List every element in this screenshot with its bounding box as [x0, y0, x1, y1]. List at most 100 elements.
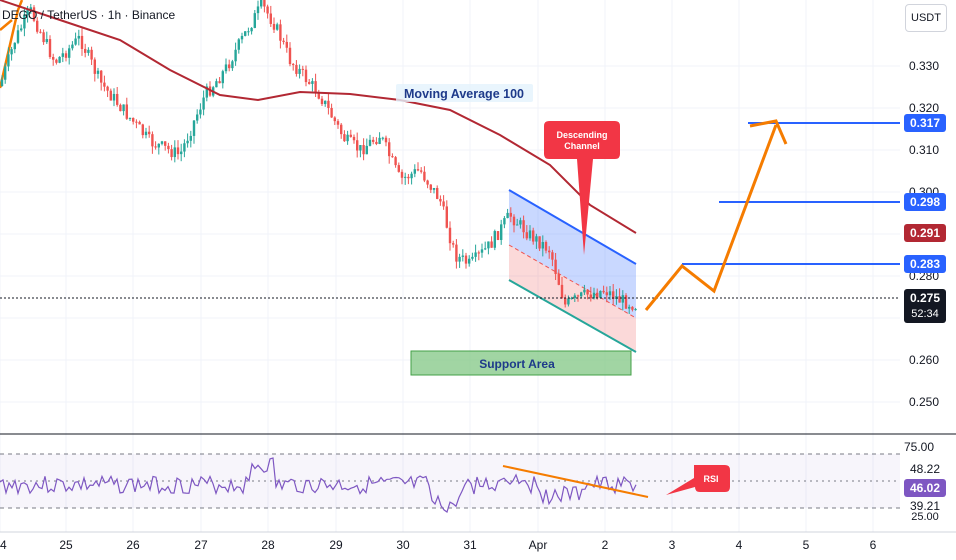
candle-body: [58, 56, 61, 63]
channel-mid-line: [508, 244, 637, 319]
candle-body: [592, 292, 596, 299]
candle-body: [173, 147, 176, 158]
candle-body: [61, 53, 64, 57]
candle-body: [576, 295, 580, 297]
candle-body: [455, 244, 458, 262]
candle-body: [298, 68, 301, 74]
candle-body: [100, 70, 103, 83]
candle-body: [391, 156, 394, 158]
candle-body: [458, 256, 461, 262]
candle-body: [496, 231, 500, 240]
candle-body: [263, 0, 266, 7]
candle-body: [599, 290, 602, 298]
rsi-callout: [666, 465, 730, 495]
candle-body: [404, 176, 407, 178]
candle-body: [538, 236, 541, 249]
candle-body: [125, 104, 128, 119]
candle-body: [90, 49, 93, 60]
candle-body: [116, 93, 119, 105]
price-tick-2: 0.310: [909, 143, 939, 157]
time-tick-4: 28: [261, 538, 275, 552]
candle-body: [461, 255, 464, 257]
candle-body: [388, 142, 391, 157]
candle-body: [634, 309, 637, 311]
descending-channel-label-1: Descending: [556, 130, 607, 140]
candle-body: [231, 61, 234, 69]
candle-body: [164, 141, 167, 146]
currency-button[interactable]: USDT: [905, 4, 947, 32]
candle-body: [324, 100, 327, 105]
candle-body: [42, 32, 45, 43]
candle-body: [308, 82, 311, 84]
candle-body: [180, 151, 183, 155]
candle-body: [416, 169, 420, 171]
candle-body: [564, 298, 567, 305]
candle-body: [573, 295, 576, 299]
rsi-callout-label: RSI: [703, 474, 718, 484]
candle-body: [413, 169, 416, 174]
candle-body: [151, 134, 154, 147]
candle-body: [375, 141, 378, 144]
time-tick-3: 27: [194, 538, 208, 552]
candle-body: [240, 35, 244, 40]
candle-body: [560, 284, 564, 299]
candle-body: [260, 0, 263, 7]
candle-body: [103, 82, 106, 87]
time-tick-10: 3: [669, 538, 676, 552]
time-tick-7: 31: [463, 538, 477, 552]
candle-body: [87, 49, 90, 53]
candle-body: [167, 145, 170, 150]
svg-text:75.00: 75.00: [904, 440, 934, 454]
candle-body: [528, 230, 532, 239]
candle-body: [7, 54, 10, 67]
price-tag-0298: 0.298: [904, 193, 946, 211]
svg-text:39.21: 39.21: [910, 499, 940, 513]
candle-body: [20, 28, 23, 31]
candle-body: [192, 120, 196, 136]
candle-body: [426, 180, 429, 185]
candle-body: [141, 124, 144, 136]
time-tick-0: 24: [0, 538, 7, 552]
candle-body: [80, 35, 84, 49]
candle-body: [580, 292, 583, 297]
time-axis[interactable]: 24 25 26 27 28 29 30 31 Apr 2 3 4 5 6: [0, 538, 877, 552]
candle-body: [471, 256, 474, 259]
candle-body: [109, 90, 112, 101]
candle-body: [279, 24, 282, 41]
candle-body: [394, 157, 397, 166]
candle-body: [84, 48, 87, 53]
candle-body: [135, 121, 138, 123]
candle-body: [468, 258, 471, 264]
candle-body: [55, 59, 58, 63]
channel-lower-line: [508, 279, 637, 353]
candle-body: [199, 109, 202, 115]
candle-body: [228, 64, 231, 69]
candle-body: [384, 137, 388, 143]
candle-body: [359, 145, 362, 151]
candle-body: [432, 187, 436, 190]
candle-body: [29, 7, 32, 10]
candle-body: [52, 56, 55, 60]
candle-body: [304, 69, 308, 83]
candle-body: [567, 298, 570, 305]
candle-body: [176, 147, 180, 155]
candle-body: [244, 31, 247, 36]
candle-body: [544, 242, 548, 251]
svg-text:48.22: 48.22: [910, 462, 940, 476]
candle-body: [445, 206, 448, 228]
candle-body: [36, 20, 39, 32]
price-tick-1: 0.320: [909, 101, 939, 115]
candle-body: [16, 30, 20, 43]
candle-body: [551, 252, 554, 260]
rsi-tick-75: 75.00: [904, 440, 934, 454]
candle-body: [343, 134, 346, 142]
candle-body: [624, 295, 628, 309]
candle-body: [372, 139, 375, 142]
rsi-line: [0, 457, 637, 513]
ma-label-box: [396, 84, 533, 102]
descending-channel-label-2: Channel: [564, 141, 600, 151]
candle-body: [221, 71, 224, 84]
candle-body: [346, 134, 349, 142]
candle-body: [330, 107, 333, 118]
